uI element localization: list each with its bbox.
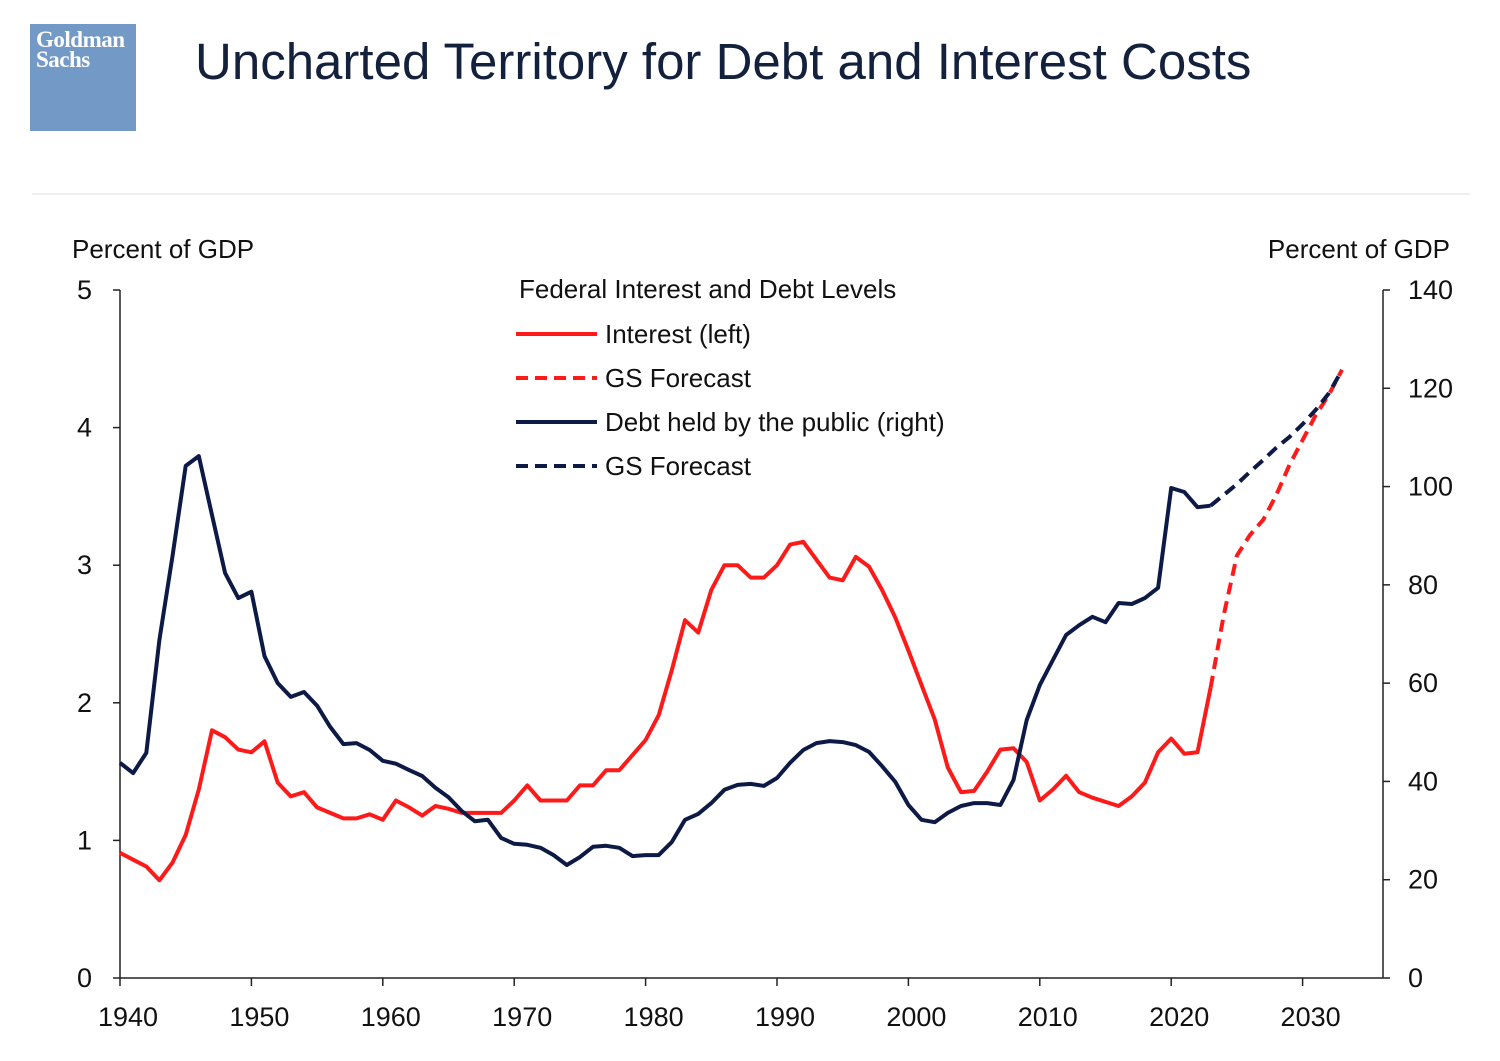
- left-tick-label: 3: [77, 550, 92, 580]
- series-line-0: [119, 539, 1213, 883]
- legend-label-2: Debt held by the public (right): [605, 407, 945, 437]
- right-tick-label: 60: [1408, 668, 1438, 698]
- series-line-3: [1209, 369, 1344, 508]
- left-axis-label: Percent of GDP: [72, 234, 254, 264]
- right-tick-label: 40: [1408, 766, 1438, 796]
- page-title: Uncharted Territory for Debt and Interes…: [195, 33, 1252, 90]
- legend-label-1: GS Forecast: [605, 363, 752, 393]
- x-tick-label: 1980: [624, 1002, 684, 1032]
- chart-title: Federal Interest and Debt Levels: [519, 274, 896, 304]
- goldman-sachs-logo: Goldman Sachs: [30, 24, 136, 131]
- series-line-1: [1208, 368, 1344, 689]
- x-tick-label: 1970: [492, 1002, 552, 1032]
- x-tick-label: 2010: [1018, 1002, 1078, 1032]
- right-tick-label: 0: [1408, 963, 1423, 993]
- x-tick-label: 1960: [361, 1002, 421, 1032]
- right-tick-label: 100: [1408, 472, 1453, 502]
- left-tick-label: 0: [77, 963, 92, 993]
- x-tick-label: 1950: [229, 1002, 289, 1032]
- series-line-2: [118, 454, 1211, 867]
- right-tick-label: 80: [1408, 570, 1438, 600]
- right-tick-label: 120: [1408, 373, 1453, 403]
- right-tick-label: 20: [1408, 865, 1438, 895]
- divider: [32, 193, 1470, 195]
- right-axis-label: Percent of GDP: [1268, 234, 1450, 264]
- left-tick-label: 2: [77, 688, 92, 718]
- logo-line-1: Goldman: [36, 27, 125, 52]
- right-tick-label: 140: [1408, 275, 1453, 305]
- legend-label-0: Interest (left): [605, 319, 751, 349]
- left-tick-label: 4: [77, 413, 92, 443]
- left-tick-label: 5: [77, 275, 92, 305]
- logo-line-2: Sachs: [36, 47, 90, 72]
- x-tick-label: 2020: [1149, 1002, 1209, 1032]
- x-tick-label: 2030: [1281, 1002, 1341, 1032]
- x-tick-label: 1990: [755, 1002, 815, 1032]
- x-tick-label: 2000: [886, 1002, 946, 1032]
- legend-label-3: GS Forecast: [605, 451, 752, 481]
- left-tick-label: 1: [77, 825, 92, 855]
- x-tick-label: 1940: [98, 1002, 158, 1032]
